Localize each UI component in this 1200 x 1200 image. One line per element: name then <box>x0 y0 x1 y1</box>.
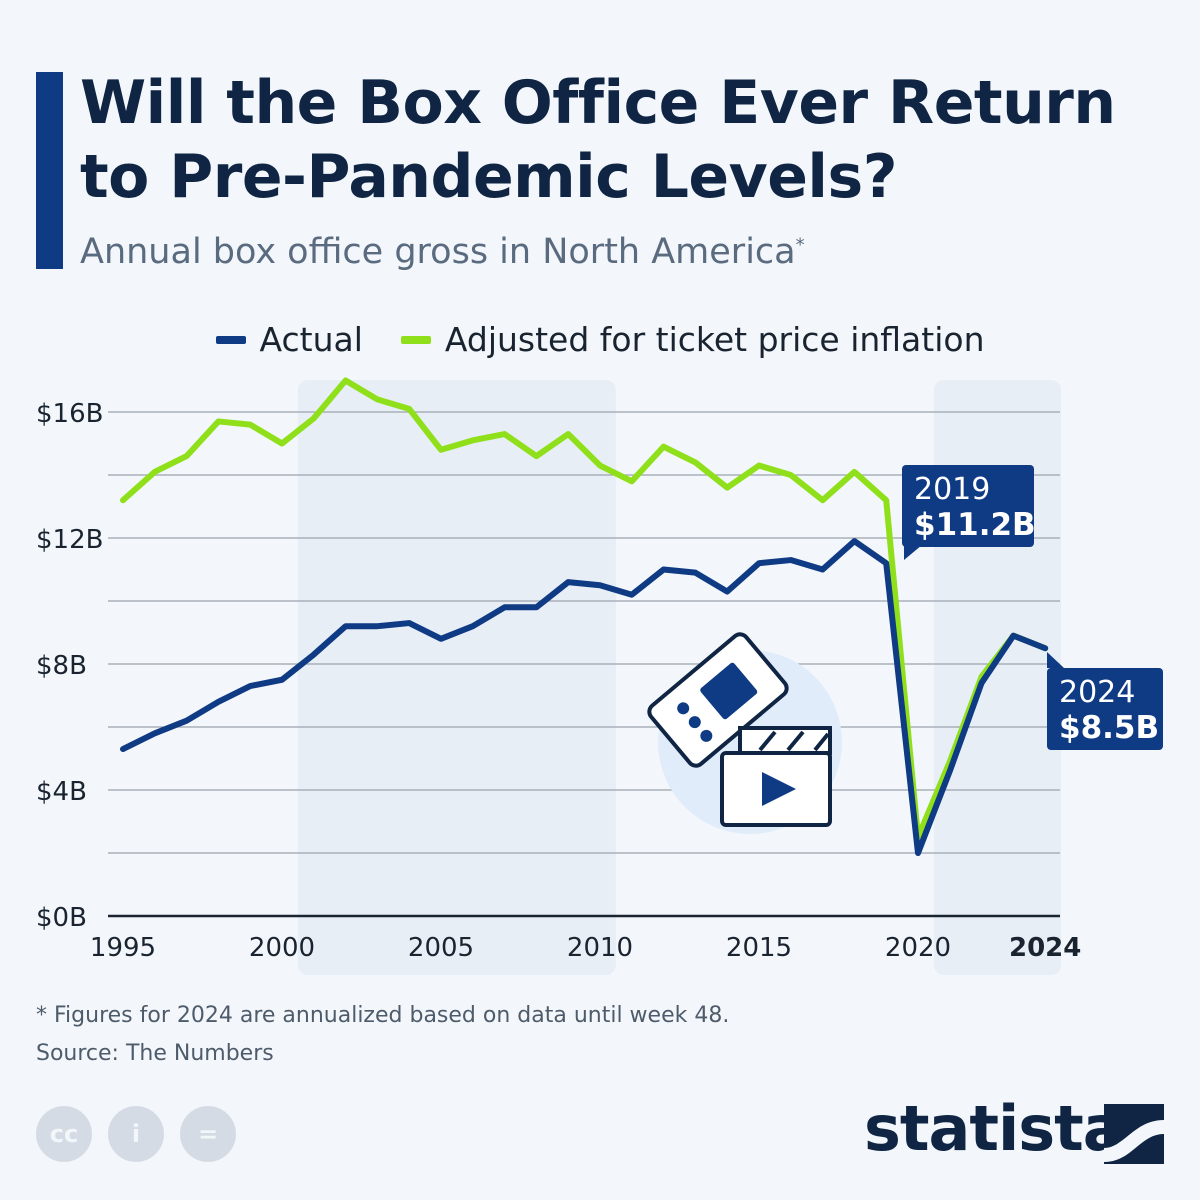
legend-label: Actual <box>259 320 363 359</box>
no-derivatives-icon[interactable]: = <box>180 1106 236 1162</box>
footnote: * Figures for 2024 are annualized based … <box>36 1003 730 1028</box>
logo-text: statista <box>864 1092 1125 1165</box>
y-tick-label: $16B <box>36 399 103 429</box>
title-line-1: Will the Box Office Ever Return <box>80 68 1116 138</box>
annotation-pointer <box>1047 652 1064 668</box>
subtitle: Annual box office gross in North America… <box>80 232 805 272</box>
x-tick-label: 2024 <box>1009 933 1081 963</box>
annotation-value: $11.2B <box>914 507 1036 543</box>
x-tick-label: 2010 <box>567 933 633 963</box>
y-tick-label: $4B <box>36 777 87 807</box>
subtitle-footnote-mark: * <box>795 234 805 256</box>
x-tick-label: 2020 <box>885 933 951 963</box>
annotation-value: $8.5B <box>1059 710 1159 746</box>
cinema-illustration <box>647 632 842 834</box>
subtitle-text: Annual box office gross in North America <box>80 232 796 272</box>
x-tick-label: 2000 <box>249 933 315 963</box>
y-tick-label: $0B <box>36 903 87 933</box>
legend-swatch <box>215 335 246 344</box>
y-tick-label: $12B <box>36 525 103 555</box>
annotation-year: 2019 <box>914 472 990 507</box>
statista-logo[interactable]: statista <box>864 1092 1125 1165</box>
page-title: Will the Box Office Ever Return to Pre-P… <box>80 66 1116 214</box>
statista-logo-mark-icon <box>1104 1104 1164 1164</box>
source-note: Source: The Numbers <box>36 1041 274 1066</box>
legend-item-actual: Actual <box>215 320 363 359</box>
shaded-band <box>297 380 616 975</box>
annotation-box <box>902 465 1034 547</box>
cc-icon[interactable]: cc <box>36 1106 92 1162</box>
x-tick-label: 1995 <box>90 933 156 963</box>
legend-swatch <box>400 335 431 344</box>
legend: Actual Adjusted for ticket price inflati… <box>0 320 1200 359</box>
clapperboard-icon <box>720 726 832 827</box>
annotation-box <box>1047 668 1163 750</box>
annotation-pointer <box>904 545 922 560</box>
x-tick-label: 2005 <box>408 933 474 963</box>
title-accent-bar <box>36 72 63 269</box>
x-tick-label: 2015 <box>726 933 792 963</box>
ticket-icon <box>647 632 789 768</box>
y-tick-label: $8B <box>36 651 87 681</box>
legend-label: Adjusted for ticket price inflation <box>444 320 985 359</box>
series-line-adjusted <box>120 377 1049 841</box>
attribution-icon[interactable]: i <box>108 1106 164 1162</box>
title-line-2: to Pre-Pandemic Levels? <box>80 142 898 212</box>
annotation-year: 2024 <box>1059 675 1135 710</box>
legend-item-adjusted: Adjusted for ticket price inflation <box>400 320 985 359</box>
series-line-actual <box>120 538 1049 856</box>
